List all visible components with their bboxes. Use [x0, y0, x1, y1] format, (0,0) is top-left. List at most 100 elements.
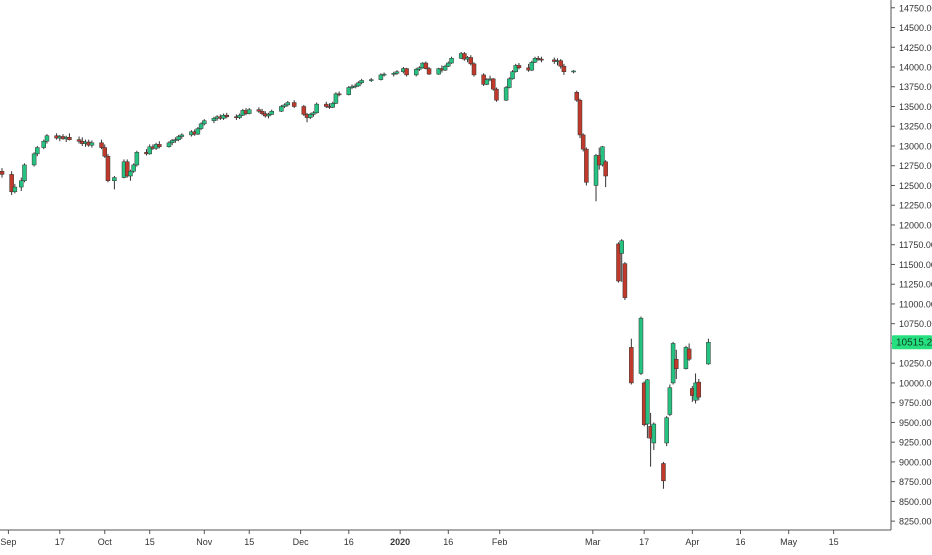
- candle-up[interactable]: [359, 78, 364, 85]
- candle-down[interactable]: [426, 67, 432, 75]
- candle-down[interactable]: [603, 160, 608, 188]
- candle-down[interactable]: [491, 78, 496, 91]
- candle-up[interactable]: [147, 144, 152, 155]
- candle-down[interactable]: [577, 98, 583, 139]
- candle-up[interactable]: [333, 92, 339, 105]
- candle-up[interactable]: [413, 67, 419, 77]
- candle-up[interactable]: [307, 112, 313, 120]
- candle-down[interactable]: [674, 349, 679, 379]
- candle-up[interactable]: [600, 145, 605, 167]
- candle-up[interactable]: [211, 116, 217, 124]
- candle-up[interactable]: [285, 100, 291, 107]
- candle-up[interactable]: [593, 153, 599, 202]
- candle-up[interactable]: [22, 163, 27, 183]
- candle-up[interactable]: [311, 111, 316, 117]
- candle-up[interactable]: [532, 56, 538, 64]
- time-axis[interactable]: Sep 17 Oct 15 Nov 15 Dec 16 2020 16 Feb Mar 17 Apr 16 M…: [0, 529, 891, 547]
- candle-up[interactable]: [436, 67, 441, 75]
- candle-down[interactable]: [558, 59, 563, 69]
- candle-up[interactable]: [31, 152, 37, 167]
- candle-down[interactable]: [516, 63, 522, 70]
- candle-up[interactable]: [484, 78, 490, 86]
- candle-up[interactable]: [645, 378, 650, 439]
- candle-down[interactable]: [574, 90, 580, 102]
- candle-up[interactable]: [619, 239, 624, 282]
- candle-down[interactable]: [301, 104, 307, 116]
- candle-up[interactable]: [41, 139, 46, 150]
- candle-down[interactable]: [494, 87, 499, 102]
- candle-up[interactable]: [35, 145, 40, 157]
- price-axis[interactable]: 14750.00 14500.00 14250.00 14000.00 13750.00…: [890, 0, 932, 530]
- candle-down[interactable]: [67, 133, 72, 141]
- candle-down[interactable]: [629, 338, 634, 385]
- candle-up[interactable]: [356, 81, 361, 87]
- candle-up[interactable]: [19, 177, 24, 191]
- candle-down[interactable]: [661, 461, 666, 489]
- candle-down[interactable]: [9, 171, 14, 195]
- candle-up[interactable]: [131, 163, 136, 173]
- candle-up[interactable]: [198, 122, 204, 131]
- candle-up[interactable]: [112, 175, 117, 190]
- candle-up[interactable]: [446, 61, 451, 67]
- candle-up[interactable]: [417, 66, 422, 71]
- candle-down[interactable]: [468, 55, 474, 66]
- candle-up[interactable]: [173, 137, 178, 143]
- candle-down[interactable]: [259, 108, 265, 116]
- candle-up[interactable]: [391, 71, 396, 77]
- candle-up[interactable]: [314, 102, 319, 114]
- candle-up[interactable]: [195, 127, 201, 135]
- candle-up[interactable]: [349, 84, 355, 90]
- candle-down[interactable]: [423, 61, 429, 70]
- candle-down[interactable]: [696, 378, 702, 401]
- candle-up[interactable]: [442, 64, 448, 71]
- candle-up[interactable]: [449, 56, 454, 64]
- candle-down[interactable]: [102, 144, 107, 158]
- candle-up[interactable]: [44, 134, 50, 144]
- candle-up[interactable]: [279, 104, 284, 113]
- candle-up[interactable]: [128, 169, 133, 181]
- candle-up[interactable]: [12, 183, 18, 194]
- candle-down[interactable]: [580, 133, 586, 152]
- candle-down[interactable]: [324, 101, 329, 109]
- candle-up[interactable]: [638, 316, 644, 376]
- candle-up[interactable]: [513, 63, 518, 73]
- candle-down[interactable]: [224, 112, 230, 119]
- candle-down[interactable]: [535, 55, 541, 61]
- candle-up[interactable]: [510, 70, 515, 80]
- candle-down[interactable]: [76, 136, 82, 144]
- candle-up[interactable]: [381, 72, 387, 77]
- candle-down[interactable]: [105, 153, 111, 183]
- candle-down[interactable]: [157, 141, 162, 149]
- candle-up[interactable]: [269, 109, 274, 116]
- candle-up[interactable]: [346, 85, 352, 96]
- candle-up[interactable]: [503, 85, 509, 101]
- candle-up[interactable]: [89, 140, 95, 148]
- candle-down[interactable]: [471, 62, 477, 77]
- candle-up[interactable]: [179, 133, 185, 139]
- candle-down[interactable]: [404, 67, 409, 77]
- candle-down[interactable]: [584, 147, 589, 186]
- candle-down[interactable]: [256, 107, 262, 113]
- candle-up[interactable]: [352, 83, 358, 89]
- candle-up[interactable]: [282, 103, 287, 109]
- candle-up[interactable]: [266, 112, 271, 119]
- candle-up[interactable]: [529, 60, 535, 71]
- candle-up[interactable]: [571, 70, 576, 74]
- candle-down[interactable]: [124, 159, 130, 178]
- candle-down[interactable]: [0, 168, 5, 178]
- candle-down[interactable]: [686, 343, 692, 361]
- candle-up[interactable]: [169, 138, 175, 146]
- candle-up[interactable]: [237, 113, 242, 120]
- candle-down[interactable]: [561, 63, 567, 75]
- candle-down[interactable]: [336, 91, 342, 97]
- candle-up[interactable]: [664, 416, 669, 447]
- candle-down[interactable]: [291, 100, 297, 109]
- candle-up[interactable]: [651, 422, 657, 451]
- candle-down[interactable]: [99, 139, 104, 150]
- candle-up[interactable]: [134, 150, 140, 167]
- candle-up[interactable]: [394, 70, 400, 75]
- candle-up[interactable]: [330, 101, 335, 109]
- candle-down[interactable]: [622, 262, 628, 300]
- candle-up[interactable]: [369, 78, 374, 83]
